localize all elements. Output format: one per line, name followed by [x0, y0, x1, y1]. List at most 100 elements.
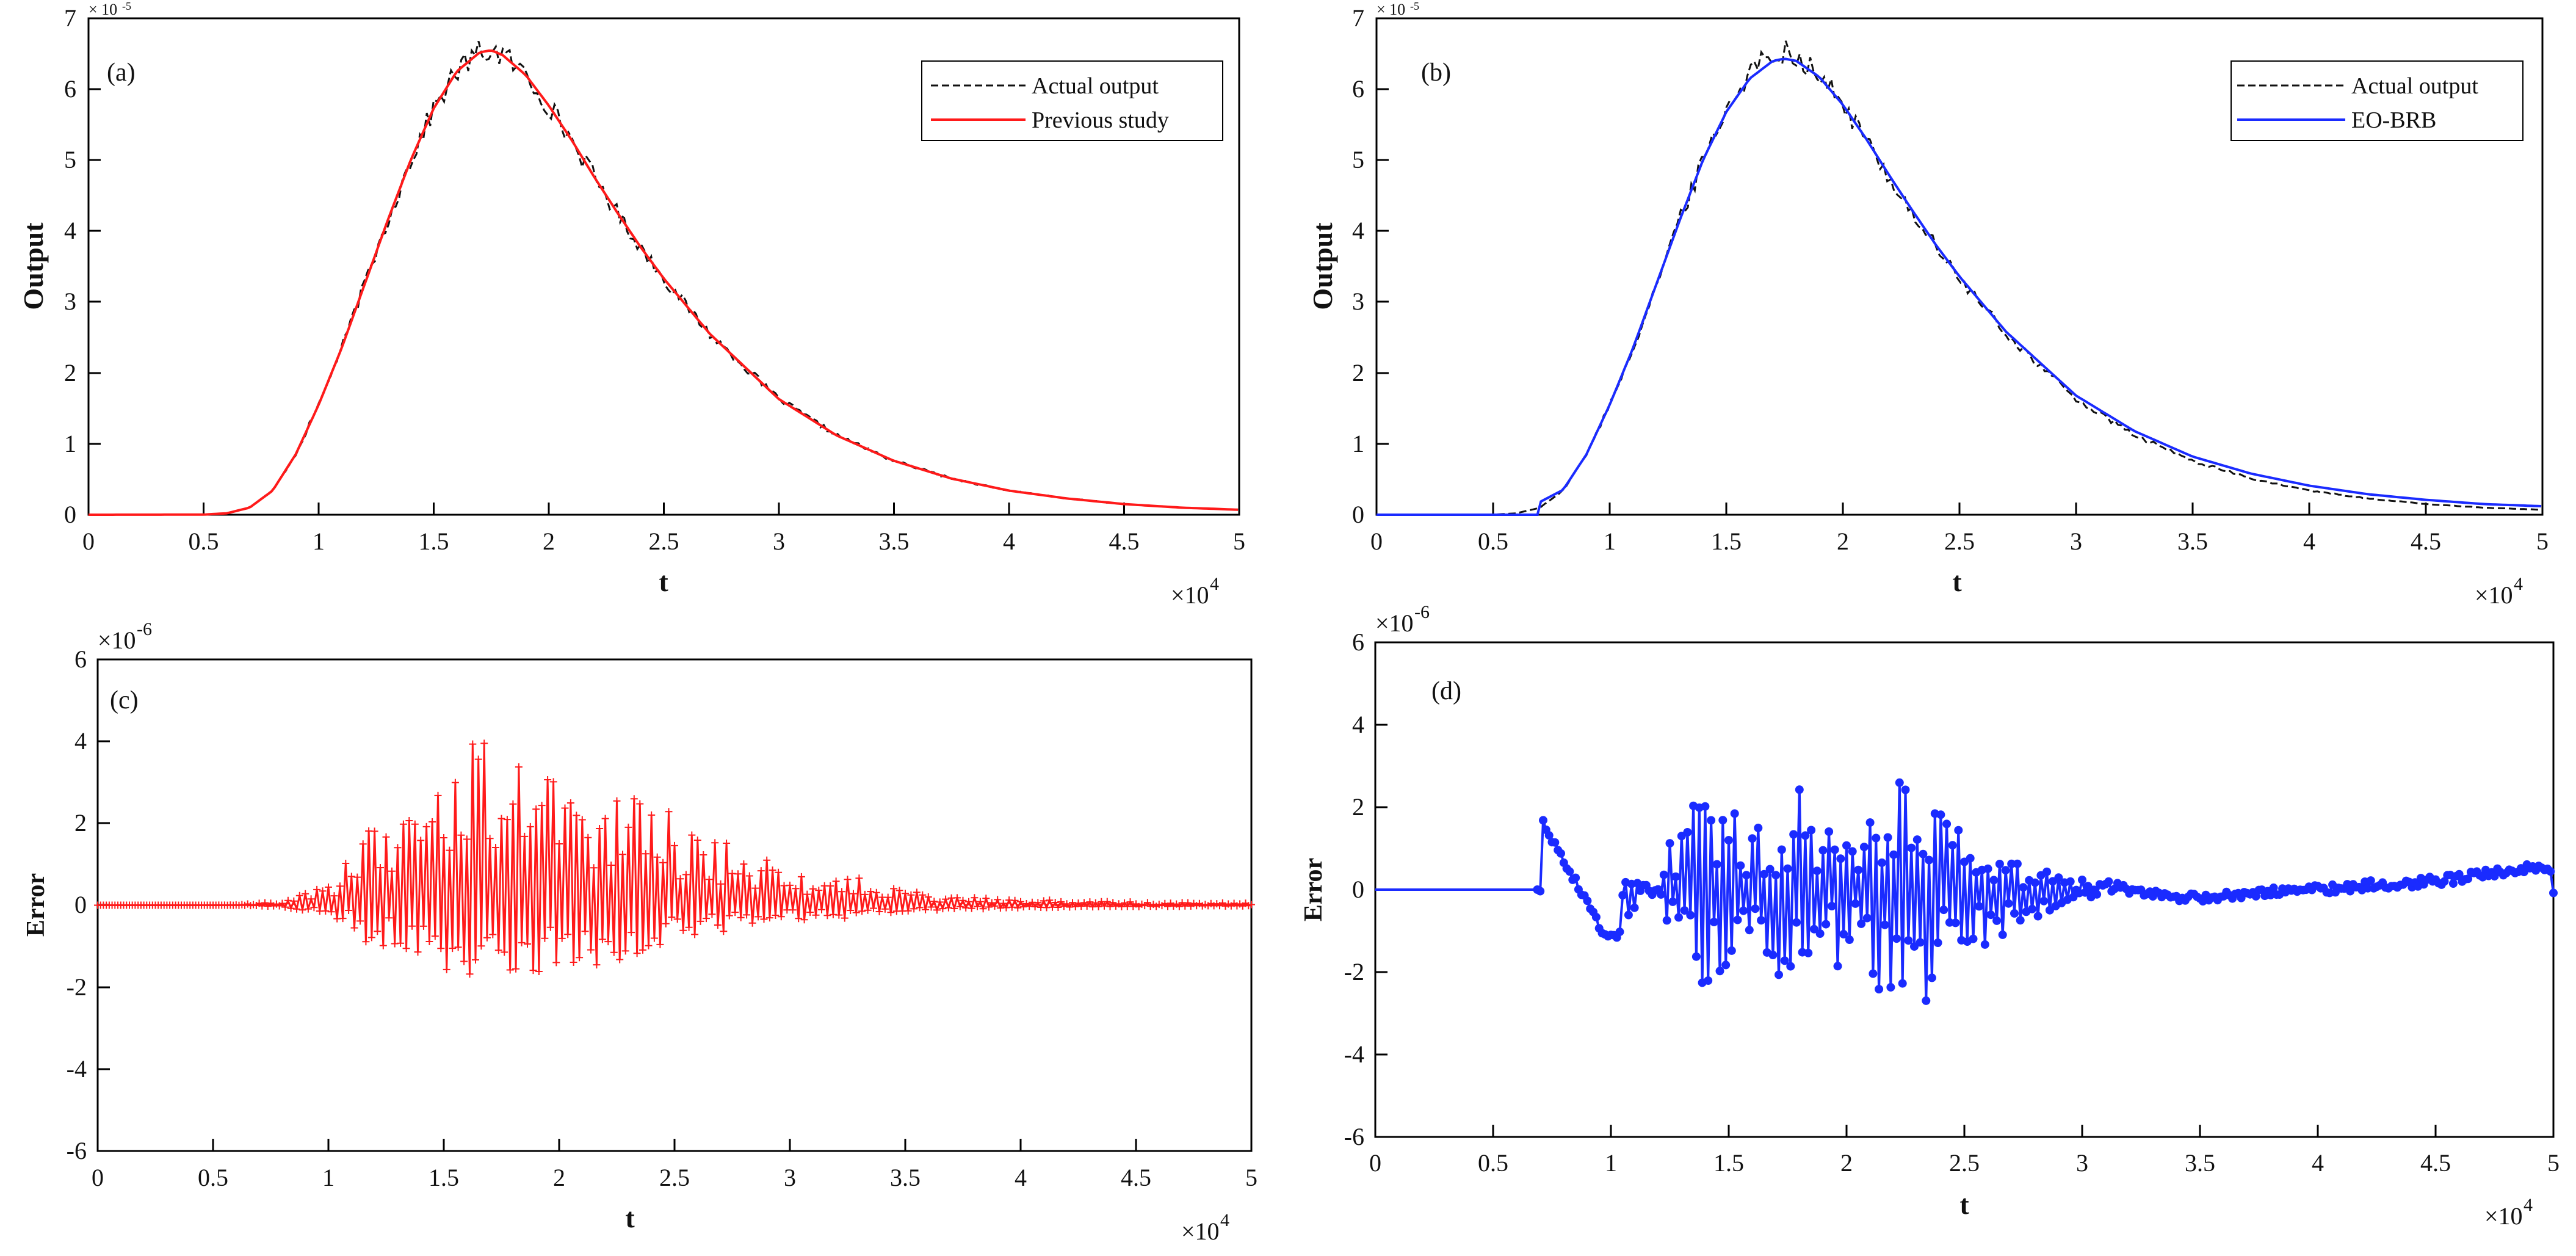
error-marker-plus — [477, 942, 485, 950]
error-marker-plus — [319, 887, 327, 895]
x-tick-label: 5 — [1245, 1164, 1257, 1191]
error-marker-plus — [590, 864, 598, 872]
series-error-eo-brb-line — [1375, 782, 2555, 1001]
error-marker-plus — [544, 776, 552, 783]
error-marker-plus — [757, 867, 765, 875]
error-marker-plus — [411, 820, 419, 828]
error-marker-plus — [979, 905, 987, 913]
error-marker-plus — [549, 778, 557, 786]
y-tick-marks — [1377, 17, 1389, 516]
error-marker-dot — [2054, 873, 2063, 882]
y-tick-label: -4 — [67, 1055, 87, 1083]
error-marker-plus — [639, 946, 646, 954]
x-multiplier: ×10 4 — [2475, 574, 2523, 609]
error-marker-plus — [731, 909, 739, 917]
error-marker-dot — [1707, 816, 1716, 825]
error-marker-dot — [1980, 940, 1989, 949]
error-marker-plus — [601, 815, 609, 822]
error-marker-dot — [2080, 888, 2089, 897]
error-marker-plus — [1054, 904, 1062, 911]
x-tick-label: 0 — [1369, 1149, 1381, 1177]
y-multiplier-exponent: -6 — [137, 619, 152, 639]
x-tick-label: 0.5 — [1478, 1149, 1508, 1177]
x-tick-label: 3 — [784, 1164, 796, 1191]
error-marker-plus — [636, 800, 644, 808]
error-marker-plus — [624, 823, 632, 831]
error-marker-plus — [440, 834, 447, 841]
error-marker-plus — [786, 881, 794, 889]
error-marker-plus — [483, 934, 491, 942]
error-marker-plus — [1248, 901, 1255, 909]
error-marker-plus — [422, 822, 430, 830]
error-marker-plus — [653, 853, 661, 861]
y-tick-labels: -6 -4 -2 0 2 4 6 — [67, 645, 87, 1164]
error-marker-plus — [434, 791, 442, 799]
error-marker-plus — [748, 919, 756, 927]
x-axis-label: t — [625, 1202, 635, 1233]
error-marker-plus — [570, 959, 577, 966]
y-tick-label: 0 — [64, 501, 76, 528]
error-marker-dot — [1724, 836, 1733, 844]
error-marker-dot — [1862, 913, 1872, 923]
error-marker-plus — [1083, 902, 1091, 910]
error-marker-plus — [367, 934, 375, 942]
error-marker-dot — [1875, 985, 1884, 993]
error-marker-dot — [2464, 874, 2473, 884]
error-marker-plus — [870, 904, 877, 912]
error-marker-plus — [659, 859, 667, 866]
error-marker-plus — [584, 833, 592, 841]
error-marker-plus — [521, 832, 529, 840]
error-marker-dot — [1718, 816, 1728, 825]
error-marker-plus — [532, 805, 540, 813]
error-marker-plus — [402, 945, 410, 953]
error-marker-dot — [2448, 879, 2458, 888]
error-marker-plus — [529, 967, 537, 975]
error-marker-plus — [555, 840, 563, 848]
error-marker-dot — [1825, 827, 1834, 836]
error-marker-plus — [494, 946, 502, 954]
error-marker-plus — [665, 808, 673, 816]
error-marker-plus — [910, 905, 918, 913]
error-marker-plus — [864, 906, 872, 914]
error-marker-plus — [895, 887, 903, 895]
y-tick-label: -6 — [1344, 1123, 1364, 1150]
error-marker-dot — [1780, 956, 1789, 965]
error-marker-dot — [1680, 906, 1689, 915]
error-marker-plus — [777, 913, 785, 921]
error-marker-dot — [1618, 891, 1627, 900]
error-marker-plus — [950, 904, 958, 912]
error-marker-plus — [884, 893, 892, 901]
panel-label: (d) — [1431, 677, 1461, 705]
error-marker-dot — [1668, 897, 1677, 906]
error-marker-plus — [578, 816, 586, 824]
error-marker-plus — [1017, 898, 1024, 906]
error-marker-plus — [991, 902, 999, 910]
error-marker-plus — [538, 802, 546, 810]
y-axis-label: Error — [1300, 858, 1328, 921]
error-marker-plus — [913, 888, 921, 896]
error-marker-plus — [797, 873, 805, 880]
error-marker-dot — [1916, 938, 1925, 947]
error-marker-dot — [2366, 876, 2375, 885]
error-marker-dot — [2039, 896, 2049, 906]
error-marker-plus — [867, 888, 875, 896]
error-marker-plus — [1126, 898, 1134, 906]
error-marker-dot — [1795, 785, 1804, 794]
x-tick-label: 3.5 — [2177, 528, 2208, 555]
error-marker-dot — [1818, 846, 1828, 855]
y-tick-label: 3 — [64, 288, 76, 315]
x-tick-label: 2.5 — [649, 528, 679, 555]
error-marker-plus — [621, 947, 629, 955]
x-tick-label: 1.5 — [419, 528, 449, 555]
error-marker-dot — [1709, 918, 1718, 926]
error-marker-plus — [737, 913, 745, 921]
error-marker-plus — [965, 898, 972, 906]
error-marker-dot — [1721, 960, 1731, 970]
error-marker-dot — [1848, 847, 1857, 856]
error-marker-plus — [466, 970, 474, 978]
error-marker-plus — [561, 804, 569, 812]
error-marker-dot — [1904, 936, 1913, 945]
error-marker-plus — [734, 870, 742, 878]
x-tick-label: 1 — [1604, 528, 1616, 555]
error-marker-plus — [754, 913, 762, 921]
